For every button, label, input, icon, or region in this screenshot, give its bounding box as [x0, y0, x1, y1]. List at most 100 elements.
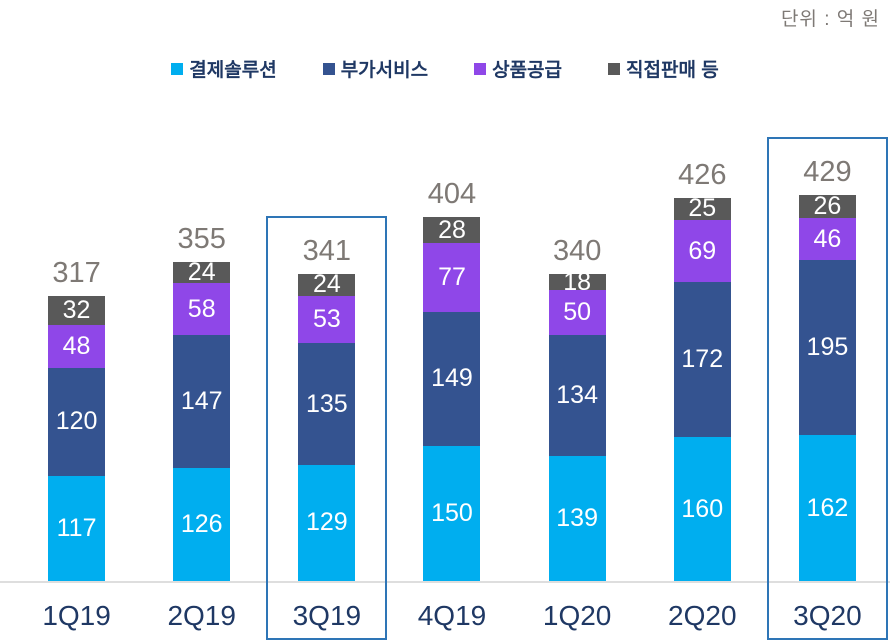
stacked-bar: 117 120 48 32 [48, 295, 106, 581]
chart-column-2q19: 126 147 58 24 355 2Q19 [139, 0, 264, 644]
segment-value-label: 24 [312, 270, 341, 299]
segment-value-label: 149 [431, 364, 473, 393]
segment-value-label: 150 [431, 499, 473, 527]
legend-item: 상품공급 [474, 55, 562, 82]
segment-value-label: 69 [688, 236, 717, 265]
legend-swatch-icon [171, 62, 184, 75]
bar-segment: 147 [173, 335, 231, 468]
x-axis-label: 1Q20 [542, 600, 612, 631]
legend-label: 직접판매 등 [626, 60, 719, 81]
segment-value-label: 134 [556, 381, 598, 410]
legend-label: 결제솔루션 [189, 60, 277, 81]
bar-segment: 139 [548, 455, 606, 581]
bar-segment: 18 [548, 268, 606, 296]
x-axis-line [0, 581, 890, 583]
segment-value-label: 135 [305, 389, 348, 418]
segment-value-label: 126 [180, 509, 223, 538]
segment-value-label: 28 [438, 215, 466, 244]
segment-value-label: 26 [813, 192, 842, 221]
bar-segment: 50 [548, 290, 606, 336]
chart-column-1q19: 117 120 48 32 317 1Q19 [14, 0, 139, 644]
chart-column-3q19: 129 135 53 24 341 3Q19 [264, 0, 389, 644]
chart-column-4q19: 150 149 77 28 404 4Q19 [389, 0, 514, 644]
segment-value-label: 172 [681, 345, 724, 374]
unit-label: 단위 : 억 원 [780, 9, 880, 30]
segment-value-label: 24 [187, 257, 216, 286]
chart-column-2q20: 160 172 69 25 426 2Q20 [640, 0, 765, 644]
segment-value-label: 50 [563, 298, 592, 327]
bar-segment: 28 [423, 215, 481, 244]
x-axis-label: 3Q20 [793, 600, 862, 631]
legend-item: 직접판매 등 [608, 55, 719, 82]
x-axis-label: 1Q19 [42, 600, 111, 631]
legend-label: 상품공급 [492, 60, 563, 81]
segment-value-label: 25 [688, 194, 717, 223]
stacked-bar: 150 149 77 28 [423, 215, 481, 581]
segment-value-label: 120 [55, 407, 98, 436]
segment-value-label: 129 [305, 508, 348, 537]
bar-segment: 126 [173, 467, 231, 581]
bar-segment: 69 [673, 220, 731, 283]
total-value-label: 340 [552, 235, 602, 268]
segment-value-label: 46 [813, 224, 842, 253]
chart-column-1q20: 139 134 50 18 340 1Q20 [515, 0, 640, 644]
legend-item: 결제솔루션 [171, 55, 277, 82]
legend-swatch-icon [608, 62, 621, 75]
segment-value-label: 195 [806, 332, 849, 361]
total-value-label: 429 [803, 155, 852, 188]
bar-segment: 117 [48, 475, 106, 581]
bar-segment: 24 [298, 270, 356, 298]
bar-segment: 149 [423, 311, 481, 446]
bar-segment: 53 [298, 295, 356, 344]
stacked-bar: 139 134 50 18 [548, 268, 606, 581]
bar-segment: 160 [673, 437, 731, 581]
total-value-label: 426 [678, 158, 727, 191]
segment-value-label: 117 [56, 513, 97, 542]
chart-column-3q20: 162 195 46 26 429 3Q20 [765, 0, 890, 644]
bar-segment: 25 [673, 194, 731, 222]
legend: 결제솔루션 부가서비스 상품공급 직접판매 등 [0, 55, 890, 82]
bar-segment: 58 [173, 283, 231, 336]
bar-segment: 32 [48, 295, 106, 325]
total-value-label: 341 [302, 235, 352, 268]
highlight-box [766, 136, 888, 640]
total-value-label: 355 [177, 222, 226, 255]
segment-value-label: 58 [187, 294, 216, 323]
x-axis-label: 3Q19 [292, 600, 362, 631]
x-axis-label: 4Q19 [417, 600, 487, 631]
segment-value-label: 53 [312, 305, 341, 334]
bar-segment: 195 [798, 259, 856, 436]
segment-value-label: 162 [806, 493, 849, 522]
bar-segment: 150 [423, 446, 481, 581]
stacked-bar: 126 147 58 24 [173, 258, 231, 581]
x-axis-label: 2Q19 [167, 600, 236, 631]
segment-value-label: 32 [62, 295, 91, 324]
stacked-bar: 160 172 69 25 [673, 194, 731, 581]
legend-swatch-icon [322, 62, 335, 75]
bar-segment: 135 [298, 343, 356, 465]
stacked-bar: 129 135 53 24 [298, 270, 356, 581]
bar-segment: 46 [798, 218, 856, 260]
stacked-bar: 162 195 46 26 [798, 192, 856, 581]
bar-segment: 120 [48, 367, 106, 476]
segment-value-label: 77 [438, 262, 466, 291]
legend-item: 부가서비스 [322, 55, 429, 82]
segment-value-label: 48 [62, 331, 91, 360]
bar-segment: 48 [48, 324, 106, 368]
total-value-label: 404 [427, 178, 477, 211]
x-axis-label: 2Q20 [668, 600, 737, 631]
segment-value-label: 160 [681, 494, 724, 523]
highlight-box [266, 216, 388, 640]
bar-segment: 77 [423, 242, 481, 312]
total-value-label: 317 [52, 256, 101, 289]
legend-swatch-icon [474, 62, 487, 75]
bar-segment: 162 [798, 435, 856, 581]
segment-value-label: 139 [556, 503, 598, 532]
segment-value-label: 147 [180, 386, 223, 415]
legend-label: 부가서비스 [340, 60, 429, 81]
bar-segment: 134 [548, 335, 606, 456]
bar-segment: 129 [298, 464, 356, 581]
bar-segment: 26 [798, 192, 856, 221]
bar-segment: 24 [173, 258, 231, 286]
